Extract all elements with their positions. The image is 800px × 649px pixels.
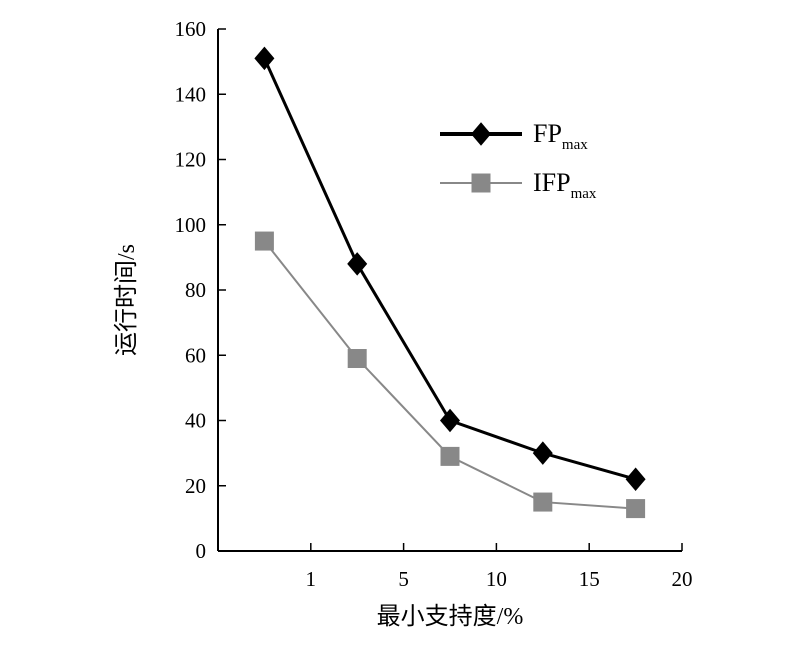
legend-marker: [470, 122, 492, 146]
y-ticks: 0 20 40 60 80 100 120 140 160: [175, 17, 226, 563]
y-tick-label: 100: [175, 213, 207, 237]
data-point: [347, 349, 367, 369]
y-tick-label: 80: [185, 278, 206, 302]
legend-marker: [471, 173, 491, 193]
data-point: [532, 441, 553, 465]
y-tick-label: 140: [175, 82, 207, 106]
data-point: [625, 467, 646, 491]
data-point: [254, 231, 274, 251]
legend-item: IFPmax: [440, 168, 597, 202]
y-axis-title: 运行时间/s: [113, 244, 140, 356]
y-tick-label: 120: [175, 148, 207, 172]
series-IFPmax: [254, 231, 646, 519]
series-line: [263, 240, 636, 510]
legend-label: FPmax: [533, 119, 588, 153]
x-ticks: 1 5 10 15 20: [306, 543, 693, 591]
data-point: [533, 492, 553, 512]
data-point: [626, 499, 646, 519]
x-tick-label: 15: [579, 567, 600, 591]
legend: FPmax IFPmax: [440, 119, 597, 202]
x-tick-label: 1: [306, 567, 317, 591]
x-tick-label: 20: [672, 567, 693, 591]
y-tick-label: 40: [185, 409, 206, 433]
x-tick-label: 5: [398, 567, 409, 591]
data-point: [439, 408, 461, 433]
legend-label: IFPmax: [533, 168, 597, 202]
x-axis-title: 最小支持度/%: [377, 603, 524, 630]
data-point: [254, 46, 275, 71]
series-FPmax: [254, 46, 646, 491]
legend-item: FPmax: [440, 119, 588, 153]
x-tick-label: 10: [486, 567, 507, 591]
series-layer: [254, 46, 646, 519]
y-tick-label: 60: [185, 343, 206, 367]
y-tick-label: 160: [175, 17, 207, 41]
y-tick-label: 20: [185, 474, 206, 498]
y-tick-label: 0: [196, 539, 207, 563]
data-point: [440, 446, 460, 466]
data-point: [347, 252, 368, 276]
